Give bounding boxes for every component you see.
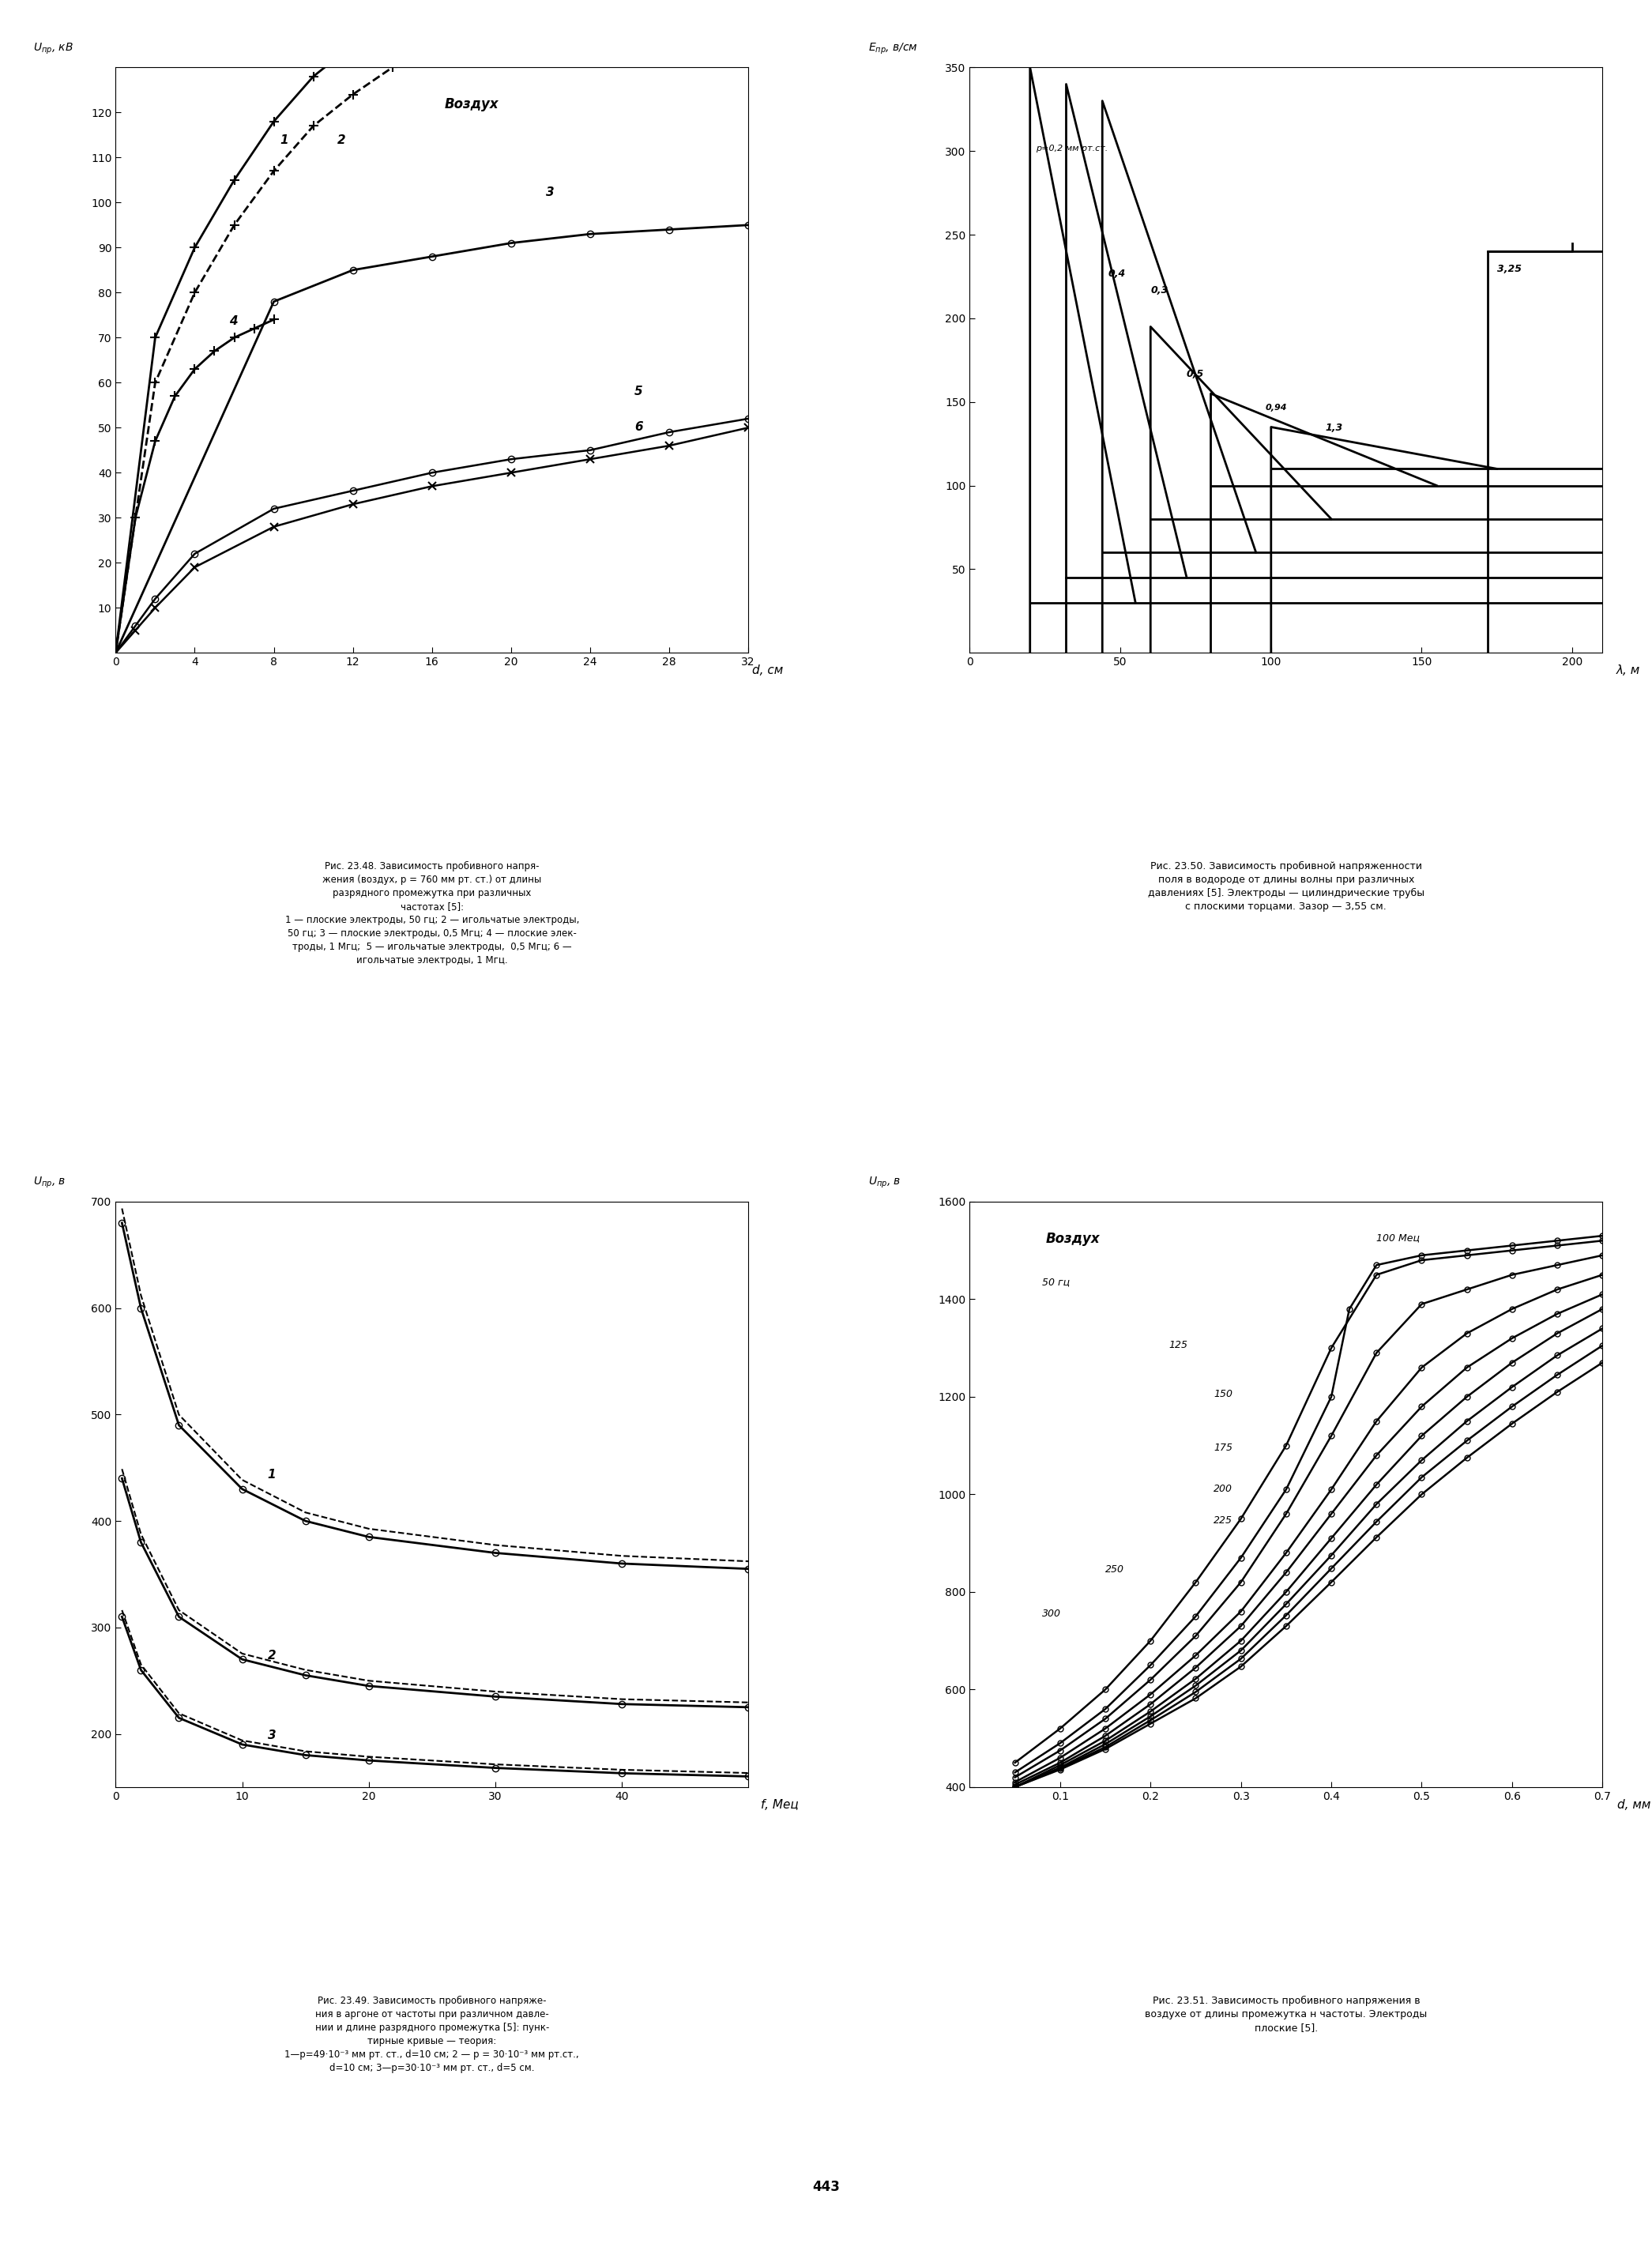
Text: 2: 2 — [337, 135, 345, 146]
Text: $U_{пр}$, кВ: $U_{пр}$, кВ — [33, 40, 74, 56]
Text: 0,4: 0,4 — [1108, 270, 1127, 279]
X-axis label: λ, м: λ, м — [1616, 665, 1640, 676]
Text: $U_{пр}$, в: $U_{пр}$, в — [869, 1175, 900, 1191]
Text: 443: 443 — [813, 2180, 839, 2193]
Text: Рис. 23.50. Зависимость пробивной напряженности
поля в водороде от длины волны п: Рис. 23.50. Зависимость пробивной напряж… — [1148, 861, 1424, 912]
Text: Рис. 23.48. Зависимость пробивного напря-
жения (воздух, p = 760 мм рт. ст.) от : Рис. 23.48. Зависимость пробивного напря… — [284, 861, 580, 966]
Text: Воздух: Воздух — [1046, 1231, 1100, 1245]
Text: 0,3: 0,3 — [1150, 285, 1168, 297]
Text: 4: 4 — [230, 315, 238, 328]
X-axis label: d, см: d, см — [752, 665, 783, 676]
Text: 1: 1 — [268, 1470, 276, 1481]
Text: 225: 225 — [1214, 1517, 1232, 1526]
X-axis label: f, Мец: f, Мец — [762, 1800, 800, 1811]
X-axis label: d, мм: d, мм — [1617, 1800, 1650, 1811]
Text: 3: 3 — [545, 187, 555, 198]
Text: 5: 5 — [634, 386, 643, 398]
Text: Рис. 23.49. Зависимость пробивного напряже-
ния в аргоне от частоты при различно: Рис. 23.49. Зависимость пробивного напря… — [284, 1995, 580, 2074]
Text: 6: 6 — [634, 420, 643, 434]
Text: Рис. 23.51. Зависимость пробивного напряжения в
воздухе от длины промежутка н ча: Рис. 23.51. Зависимость пробивного напря… — [1145, 1995, 1427, 2034]
Text: 250: 250 — [1105, 1564, 1125, 1575]
Text: 50 гц: 50 гц — [1042, 1276, 1070, 1288]
Text: 0,94: 0,94 — [1265, 404, 1287, 411]
Text: 1: 1 — [281, 135, 289, 146]
Text: 175: 175 — [1214, 1443, 1232, 1454]
Text: 100 Мец: 100 Мец — [1376, 1234, 1421, 1243]
Text: 3,25: 3,25 — [1497, 263, 1521, 274]
Text: р=0,2 мм рт.ст.: р=0,2 мм рт.ст. — [1036, 144, 1108, 153]
Text: $U_{пр}$, в: $U_{пр}$, в — [33, 1175, 66, 1191]
Text: 1,3: 1,3 — [1325, 422, 1343, 434]
Text: $E_{пр}$, в/см: $E_{пр}$, в/см — [869, 40, 919, 56]
Text: 300: 300 — [1042, 1609, 1061, 1618]
Text: 3: 3 — [268, 1730, 276, 1741]
Text: 0,5: 0,5 — [1186, 369, 1204, 380]
Text: Воздух: Воздух — [444, 97, 499, 112]
Text: 2: 2 — [268, 1649, 276, 1663]
Text: 200: 200 — [1214, 1483, 1232, 1494]
Text: 150: 150 — [1214, 1389, 1232, 1400]
Text: 125: 125 — [1168, 1339, 1188, 1350]
